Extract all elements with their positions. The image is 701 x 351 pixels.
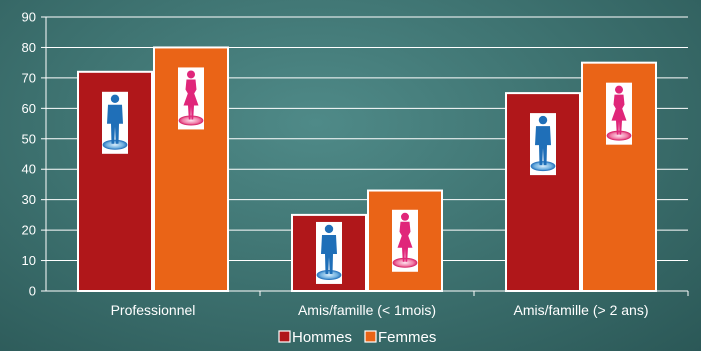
x-axis: Professionnel Amis/famille (< 1mois) Amis/… <box>46 290 689 318</box>
legend-label: Femmes <box>378 329 436 346</box>
x-tick-label: Professionnel <box>111 302 196 318</box>
legend-item: Hommes <box>278 329 352 346</box>
icon-body <box>611 94 627 135</box>
man-figure-icon <box>102 94 128 150</box>
man-figure-icon <box>530 115 556 172</box>
icon-body <box>321 234 337 274</box>
bar-icon-card <box>606 82 632 145</box>
icon-body <box>535 126 551 166</box>
legend-swatch <box>364 330 377 343</box>
icon-disc <box>316 269 342 280</box>
y-tick-label: 10 <box>22 253 36 268</box>
legend-label: Hommes <box>292 329 352 346</box>
y-tick-label: 70 <box>22 70 36 85</box>
bar-icon-card <box>392 209 418 272</box>
bar-icon-card <box>530 113 556 176</box>
icon-disc <box>178 115 204 126</box>
y-tick-label: 80 <box>22 40 36 55</box>
icon-disc <box>102 139 128 150</box>
icon-head <box>401 212 409 221</box>
bar-icon-card <box>316 221 342 284</box>
icon-body <box>183 79 199 120</box>
icon-head <box>538 115 548 125</box>
bar-icon-card <box>102 91 128 154</box>
bar-series <box>77 46 657 293</box>
y-tick-label: 60 <box>22 101 36 116</box>
legend-swatch <box>278 330 291 343</box>
woman-figure-icon <box>606 85 632 141</box>
y-axis: 0 10 20 30 40 50 60 70 80 90 <box>22 10 47 299</box>
y-tick-label: 50 <box>22 131 36 146</box>
y-tick-label: 0 <box>29 284 36 299</box>
woman-figure-icon <box>178 70 204 126</box>
legend-item: Femmes <box>364 329 436 346</box>
icon-body <box>397 221 413 262</box>
x-tick-label: Amis/famille (< 1mois) <box>298 302 436 318</box>
x-tick-label: Amis/famille (> 2 ans) <box>514 302 649 318</box>
icon-disc <box>392 257 418 268</box>
legend: Hommes Femmes <box>278 329 436 346</box>
icon-head <box>324 224 334 234</box>
bar-icon-card <box>178 67 204 130</box>
y-tick-label: 40 <box>22 162 36 177</box>
icon-disc <box>530 161 556 172</box>
y-tick-label: 20 <box>22 223 36 238</box>
icon-head <box>187 70 195 79</box>
icon-head <box>110 94 120 103</box>
woman-figure-icon <box>392 212 418 268</box>
icon-disc <box>606 130 632 141</box>
icon-head <box>615 85 623 94</box>
y-tick-label: 90 <box>22 10 36 25</box>
icon-body <box>107 104 123 144</box>
y-tick-label: 30 <box>22 192 36 207</box>
bar-femmes <box>153 46 229 292</box>
man-figure-icon <box>316 224 342 280</box>
